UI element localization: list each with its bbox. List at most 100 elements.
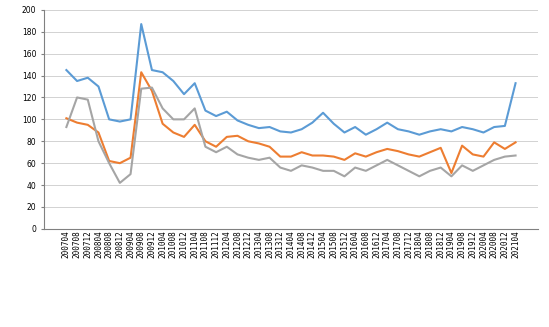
- 一致合成指数: [85, 123, 91, 127]
- 滞后合成指数: [245, 156, 251, 160]
- 先行合成指数: [234, 118, 241, 122]
- 先行合成指数: [438, 127, 444, 131]
- 滞后合成指数: [159, 107, 166, 111]
- 滞后合成指数: [491, 158, 497, 162]
- 一致合成指数: [288, 155, 294, 159]
- 一致合成指数: [298, 150, 305, 154]
- 滞后合成指数: [480, 164, 487, 167]
- 一致合成指数: [192, 123, 198, 127]
- 先行合成指数: [320, 111, 326, 115]
- 滞后合成指数: [138, 87, 144, 91]
- 先行合成指数: [330, 122, 337, 126]
- 一致合成指数: [202, 139, 209, 143]
- 一致合成指数: [373, 150, 380, 154]
- 一致合成指数: [234, 134, 241, 138]
- 先行合成指数: [170, 79, 177, 83]
- 滞后合成指数: [95, 139, 102, 143]
- 滞后合成指数: [427, 169, 433, 173]
- 先行合成指数: [341, 130, 348, 134]
- 滞后合成指数: [149, 86, 155, 90]
- 一致合成指数: [309, 154, 316, 158]
- 一致合成指数: [320, 154, 326, 158]
- 先行合成指数: [202, 109, 209, 112]
- 先行合成指数: [405, 129, 412, 133]
- 一致合成指数: [502, 147, 508, 151]
- 先行合成指数: [192, 81, 198, 85]
- 先行合成指数: [85, 76, 91, 80]
- 先行合成指数: [512, 81, 519, 85]
- 先行合成指数: [95, 85, 102, 89]
- 先行合成指数: [288, 130, 294, 134]
- 先行合成指数: [373, 127, 380, 131]
- 先行合成指数: [395, 127, 401, 131]
- 滞后合成指数: [213, 150, 220, 154]
- 先行合成指数: [149, 68, 155, 72]
- 先行合成指数: [181, 92, 187, 96]
- 先行合成指数: [459, 125, 466, 129]
- 滞后合成指数: [277, 165, 284, 169]
- 先行合成指数: [74, 79, 80, 83]
- 滞后合成指数: [256, 158, 262, 162]
- 一致合成指数: [416, 155, 423, 159]
- 一致合成指数: [106, 159, 113, 163]
- 先行合成指数: [138, 22, 144, 26]
- 滞后合成指数: [352, 165, 358, 169]
- 一致合成指数: [395, 149, 401, 153]
- 滞后合成指数: [288, 169, 294, 173]
- 先行合成指数: [384, 121, 390, 125]
- 滞后合成指数: [298, 164, 305, 167]
- 滞后合成指数: [170, 117, 177, 121]
- 滞后合成指数: [438, 165, 444, 169]
- 先行合成指数: [448, 129, 455, 133]
- 滞后合成指数: [416, 174, 423, 178]
- 先行合成指数: [266, 125, 273, 129]
- 先行合成指数: [416, 133, 423, 137]
- 先行合成指数: [213, 114, 220, 118]
- 一致合成指数: [405, 152, 412, 156]
- 先行合成指数: [223, 110, 230, 114]
- 先行合成指数: [309, 121, 316, 125]
- 一致合成指数: [245, 139, 251, 143]
- 先行合成指数: [352, 125, 358, 129]
- 一致合成指数: [181, 135, 187, 139]
- 一致合成指数: [63, 116, 70, 120]
- 滞后合成指数: [116, 181, 123, 185]
- 一致合成指数: [266, 145, 273, 149]
- 先行合成指数: [480, 130, 487, 134]
- Line: 滞后合成指数: 滞后合成指数: [66, 88, 516, 183]
- 先行合成指数: [106, 117, 113, 121]
- Line: 先行合成指数: 先行合成指数: [66, 24, 516, 135]
- 一致合成指数: [170, 130, 177, 134]
- 一致合成指数: [74, 121, 80, 125]
- 一致合成指数: [277, 155, 284, 159]
- 一致合成指数: [95, 130, 102, 134]
- 先行合成指数: [502, 124, 508, 128]
- 先行合成指数: [63, 68, 70, 72]
- 滞后合成指数: [459, 164, 466, 167]
- 滞后合成指数: [127, 172, 134, 176]
- 滞后合成指数: [85, 98, 91, 102]
- 滞后合成指数: [309, 165, 316, 169]
- 滞后合成指数: [192, 107, 198, 111]
- 滞后合成指数: [448, 174, 455, 178]
- 一致合成指数: [127, 156, 134, 160]
- Line: 一致合成指数: 一致合成指数: [66, 72, 516, 173]
- 滞后合成指数: [384, 158, 390, 162]
- 一致合成指数: [362, 155, 369, 159]
- 一致合成指数: [149, 89, 155, 93]
- 一致合成指数: [427, 150, 433, 154]
- 一致合成指数: [469, 152, 476, 156]
- 滞后合成指数: [502, 155, 508, 159]
- 滞后合成指数: [362, 169, 369, 173]
- 滞后合成指数: [395, 164, 401, 167]
- 一致合成指数: [352, 151, 358, 155]
- 滞后合成指数: [341, 174, 348, 178]
- 一致合成指数: [512, 140, 519, 144]
- 一致合成指数: [384, 147, 390, 151]
- 一致合成指数: [159, 122, 166, 126]
- 一致合成指数: [491, 140, 497, 144]
- 滞后合成指数: [63, 125, 70, 129]
- 滞后合成指数: [330, 169, 337, 173]
- 先行合成指数: [427, 129, 433, 133]
- 先行合成指数: [256, 126, 262, 130]
